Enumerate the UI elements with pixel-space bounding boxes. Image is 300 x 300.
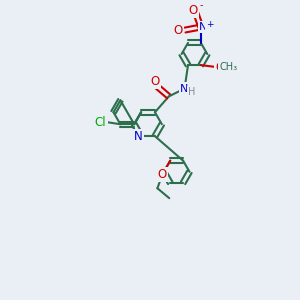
Text: O: O [188, 4, 198, 17]
Text: N: N [180, 84, 189, 94]
Text: N: N [199, 22, 207, 32]
Text: O: O [173, 23, 183, 37]
Text: -: - [199, 0, 203, 11]
Text: N: N [134, 130, 142, 143]
Text: O: O [158, 168, 167, 181]
Text: O: O [215, 61, 224, 74]
Text: O: O [150, 75, 160, 88]
Text: Cl: Cl [95, 116, 106, 129]
Text: CH₃: CH₃ [219, 62, 238, 72]
Text: H: H [188, 86, 195, 97]
Text: +: + [206, 20, 214, 28]
